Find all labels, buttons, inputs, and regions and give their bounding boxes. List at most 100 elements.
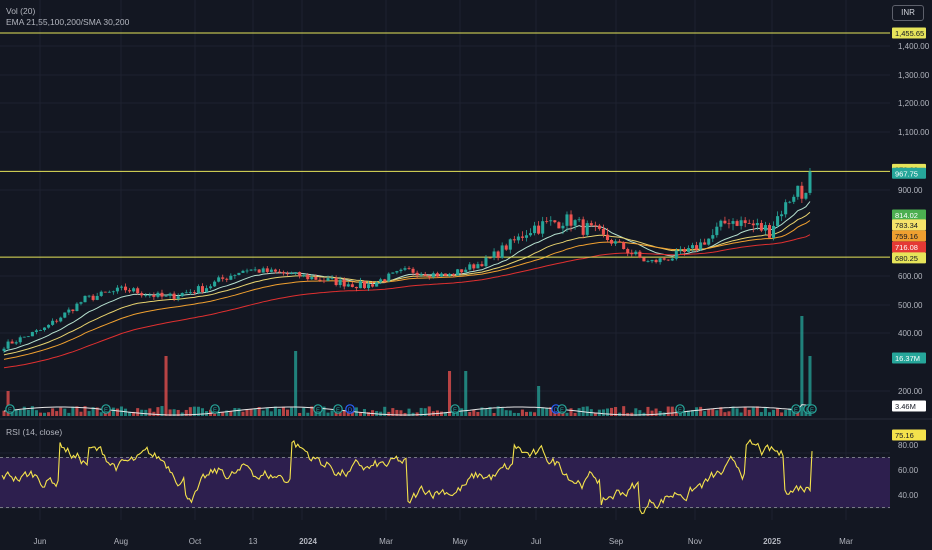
volume-bar xyxy=(573,412,577,416)
volume-bar xyxy=(723,412,727,416)
volume-bar xyxy=(63,408,67,416)
volume-bar xyxy=(731,406,735,416)
candle-body xyxy=(225,278,229,280)
volume-bar xyxy=(703,411,707,416)
candle-body xyxy=(759,222,763,231)
volume-bar xyxy=(472,409,476,416)
candle-body xyxy=(290,273,294,275)
candle-body xyxy=(638,251,642,258)
volume-bar xyxy=(735,408,739,416)
volume-bar xyxy=(43,412,47,416)
candle-body xyxy=(767,225,771,238)
volume-bar xyxy=(439,411,443,416)
currency-button[interactable]: INR xyxy=(892,5,924,21)
volume-bar xyxy=(419,407,423,416)
volume-bar xyxy=(593,412,597,416)
time-tick-label: Nov xyxy=(688,537,702,546)
candle-body xyxy=(128,290,132,292)
volume-bar xyxy=(800,316,804,416)
rsi-tick-label: 60.00 xyxy=(898,466,919,475)
volume-bar xyxy=(484,408,488,416)
candle-body xyxy=(257,269,261,273)
candle-body xyxy=(87,295,91,297)
candle-body xyxy=(277,271,281,273)
volume-bar xyxy=(225,410,229,416)
volume-bar xyxy=(529,411,533,416)
volume-bar xyxy=(241,411,245,416)
price-label-text: 967.75 xyxy=(895,169,918,178)
candle-body xyxy=(496,251,500,258)
candle-body xyxy=(14,342,18,344)
volume-bar xyxy=(772,409,776,416)
volume-bar xyxy=(67,412,71,416)
volume-bar xyxy=(739,412,743,416)
candle-body xyxy=(261,268,265,273)
candle-body xyxy=(788,201,792,203)
volume-bar xyxy=(383,406,387,416)
volume-bar xyxy=(294,351,298,416)
candle-body xyxy=(691,245,695,249)
candle-body xyxy=(500,245,504,258)
volume-bar xyxy=(217,412,221,416)
volume-last-text: 16.37M xyxy=(895,354,920,363)
price-label-text: 783.34 xyxy=(895,221,918,230)
price-label-tag xyxy=(892,27,926,39)
volume-bar xyxy=(654,408,658,416)
candle-body xyxy=(739,220,743,226)
candle-body xyxy=(205,288,209,292)
volume-bar xyxy=(286,409,290,416)
candle-body xyxy=(148,294,152,296)
candle-body xyxy=(695,245,699,250)
volume-bar xyxy=(265,407,269,416)
volume-bar xyxy=(622,406,626,416)
candle-body xyxy=(776,216,780,226)
volume-bar xyxy=(512,412,516,416)
price-tick-label: 1,200.00 xyxy=(898,99,930,108)
candle-body xyxy=(298,272,302,277)
candle-body xyxy=(188,292,192,293)
volume-bars xyxy=(2,316,812,416)
volume-bar xyxy=(423,408,427,416)
time-tick-label: Jul xyxy=(531,537,541,546)
volume-bar xyxy=(115,408,119,416)
volume-bar xyxy=(184,409,188,416)
price-label-text: 716.08 xyxy=(895,243,918,252)
event-marker-label: E xyxy=(560,408,564,414)
ema-21-line xyxy=(3,201,811,353)
candle-body xyxy=(164,295,168,297)
volume-bar xyxy=(755,406,759,416)
volume-bar xyxy=(715,410,719,416)
candle-body xyxy=(658,258,662,263)
time-axis: Jun Aug Oct 13 2024 Mar May Jul Sep Nov 2025 Mar xyxy=(34,537,854,546)
candle-body xyxy=(200,286,204,292)
candle-body xyxy=(245,270,249,272)
candle-body xyxy=(144,295,148,296)
volume-bar xyxy=(229,411,233,416)
candle-body xyxy=(95,295,99,300)
price-label-text: 814.02 xyxy=(895,211,918,220)
rsi-band xyxy=(0,457,890,508)
volume-bar xyxy=(164,356,168,416)
candle-body xyxy=(707,238,711,245)
candle-body xyxy=(342,279,346,287)
volume-bar xyxy=(691,410,695,416)
volume-bar xyxy=(367,412,371,416)
candle-body xyxy=(2,348,6,351)
candle-body xyxy=(79,302,83,304)
volume-bar xyxy=(695,407,699,416)
volume-bar xyxy=(144,409,148,416)
volume-bar xyxy=(257,407,261,416)
time-tick-label: 2025 xyxy=(763,537,781,546)
candle-body xyxy=(119,286,123,288)
candle-body xyxy=(99,291,103,296)
candle-body xyxy=(808,171,812,193)
candle-body xyxy=(111,291,115,293)
candle-body xyxy=(391,272,395,274)
volume-bar xyxy=(22,406,26,416)
candle-body xyxy=(415,272,419,276)
candle-body xyxy=(354,286,358,289)
volume-bar xyxy=(646,406,650,416)
volume-bar xyxy=(711,408,715,416)
volume-ma-text: 3.46M xyxy=(895,402,916,411)
